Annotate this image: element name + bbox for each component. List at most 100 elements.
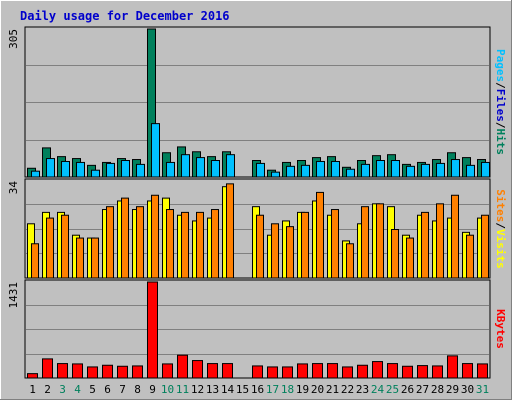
x-tick-label-12: 12 bbox=[191, 383, 204, 396]
bar-files-28 bbox=[436, 162, 445, 178]
bar-files-6 bbox=[106, 162, 115, 178]
bar-files-3 bbox=[61, 160, 70, 178]
chart-panels: 305Pages/Files/Hits34Sites/Visits1431KBy… bbox=[7, 26, 507, 379]
bar-kbytes-3 bbox=[57, 363, 68, 379]
x-tick-label-27: 27 bbox=[416, 383, 429, 396]
bar-kbytes-6 bbox=[102, 364, 113, 379]
bar-sites-11 bbox=[181, 211, 189, 279]
x-tick-label-21: 21 bbox=[326, 383, 339, 396]
bar-kbytes-20 bbox=[312, 363, 323, 379]
bar-sites-16 bbox=[256, 214, 264, 279]
bar-kbytes-25 bbox=[387, 363, 398, 379]
bar-kbytes-19 bbox=[297, 363, 308, 379]
legend-3: KBytes bbox=[494, 309, 507, 349]
legend-part-2-2: Visits bbox=[494, 229, 507, 269]
bar-files-26 bbox=[406, 165, 415, 178]
legend-part-1-2: Files bbox=[494, 89, 507, 122]
bar-sites-28 bbox=[436, 203, 444, 279]
legend-part-1-3: / bbox=[494, 122, 507, 129]
x-tick-label-9: 9 bbox=[149, 383, 156, 396]
x-tick-label-20: 20 bbox=[311, 383, 324, 396]
bar-files-17 bbox=[271, 171, 280, 178]
bar-files-8 bbox=[136, 163, 145, 178]
bar-files-7 bbox=[121, 160, 130, 178]
x-tick-label-10: 10 bbox=[161, 383, 174, 396]
bar-sites-25 bbox=[391, 229, 399, 279]
bar-files-25 bbox=[391, 160, 400, 178]
bar-sites-23 bbox=[361, 206, 369, 279]
x-tick-label-23: 23 bbox=[356, 383, 369, 396]
bar-sites-2 bbox=[46, 217, 54, 279]
bar-sites-8 bbox=[136, 206, 144, 279]
bar-files-29 bbox=[451, 159, 460, 178]
bar-files-9 bbox=[151, 123, 160, 178]
bar-files-4 bbox=[76, 161, 85, 178]
x-tick-label-24: 24 bbox=[371, 383, 385, 396]
legend-part-2-1: / bbox=[494, 222, 507, 229]
bar-files-11 bbox=[181, 154, 190, 178]
bar-kbytes-10 bbox=[162, 363, 173, 379]
x-axis-labels: 1 2 3 4 5 6 7 8 9 10 11 12 13 14 15 16 17 18 19 20 21 22 23 24 2… bbox=[29, 383, 489, 396]
y-max-label-1: 305 bbox=[7, 29, 20, 49]
bar-files-27 bbox=[421, 163, 430, 178]
bar-kbytes-1 bbox=[27, 373, 38, 379]
x-tick-label-28: 28 bbox=[431, 383, 444, 396]
bar-sites-5 bbox=[91, 237, 99, 279]
bar-sites-29 bbox=[451, 194, 459, 279]
bar-sites-18 bbox=[286, 226, 294, 279]
bar-sites-31 bbox=[481, 214, 489, 279]
bar-files-1 bbox=[31, 170, 40, 178]
bar-sites-12 bbox=[196, 211, 204, 279]
bar-files-16 bbox=[256, 162, 265, 178]
bar-files-13 bbox=[211, 160, 220, 178]
x-tick-label-30: 30 bbox=[461, 383, 474, 396]
bar-files-14 bbox=[226, 154, 235, 178]
bar-kbytes-31 bbox=[477, 363, 488, 379]
bar-sites-14 bbox=[226, 183, 234, 279]
bar-sites-13 bbox=[211, 209, 219, 279]
bar-files-18 bbox=[286, 165, 295, 178]
bar-sites-17 bbox=[271, 223, 279, 279]
bar-kbytes-9 bbox=[147, 281, 158, 379]
bar-files-19 bbox=[301, 164, 310, 178]
legend-part-1-1: / bbox=[494, 82, 507, 89]
bar-kbytes-24 bbox=[372, 361, 383, 379]
x-tick-label-18: 18 bbox=[281, 383, 294, 396]
x-tick-label-1: 1 bbox=[29, 383, 36, 396]
bar-kbytes-11 bbox=[177, 354, 188, 379]
x-tick-label-8: 8 bbox=[134, 383, 141, 396]
bar-files-30 bbox=[466, 164, 475, 178]
bar-sites-4 bbox=[76, 237, 84, 279]
bar-sites-20 bbox=[316, 191, 324, 279]
bar-kbytes-13 bbox=[207, 363, 218, 379]
bar-kbytes-21 bbox=[327, 363, 338, 379]
bar-kbytes-16 bbox=[252, 365, 263, 379]
bar-sites-6 bbox=[106, 206, 114, 279]
bar-sites-3 bbox=[61, 214, 69, 279]
bar-files-31 bbox=[481, 161, 490, 178]
bar-sites-1 bbox=[31, 243, 39, 279]
legend-part-1-0: Pages bbox=[494, 49, 507, 82]
bar-kbytes-17 bbox=[267, 366, 278, 379]
legend-part-1-4: Hits bbox=[494, 129, 507, 156]
x-tick-label-16: 16 bbox=[251, 383, 264, 396]
legend-2: Sites/Visits bbox=[494, 189, 507, 269]
x-tick-label-5: 5 bbox=[89, 383, 96, 396]
bar-kbytes-12 bbox=[192, 360, 203, 379]
bar-kbytes-7 bbox=[117, 365, 128, 379]
bar-kbytes-22 bbox=[342, 366, 353, 379]
bar-kbytes-2 bbox=[42, 358, 53, 379]
bar-sites-24 bbox=[376, 203, 384, 279]
x-tick-label-14: 14 bbox=[221, 383, 235, 396]
bar-sites-27 bbox=[421, 211, 429, 279]
bar-files-22 bbox=[346, 168, 355, 178]
x-tick-label-4: 4 bbox=[74, 383, 81, 396]
bar-files-23 bbox=[361, 163, 370, 178]
x-tick-label-3: 3 bbox=[59, 383, 66, 396]
x-tick-label-7: 7 bbox=[119, 383, 126, 396]
bar-sites-22 bbox=[346, 243, 354, 279]
x-tick-label-31: 31 bbox=[476, 383, 489, 396]
x-tick-label-2: 2 bbox=[44, 383, 51, 396]
x-tick-label-13: 13 bbox=[206, 383, 219, 396]
bar-sites-10 bbox=[166, 209, 174, 279]
